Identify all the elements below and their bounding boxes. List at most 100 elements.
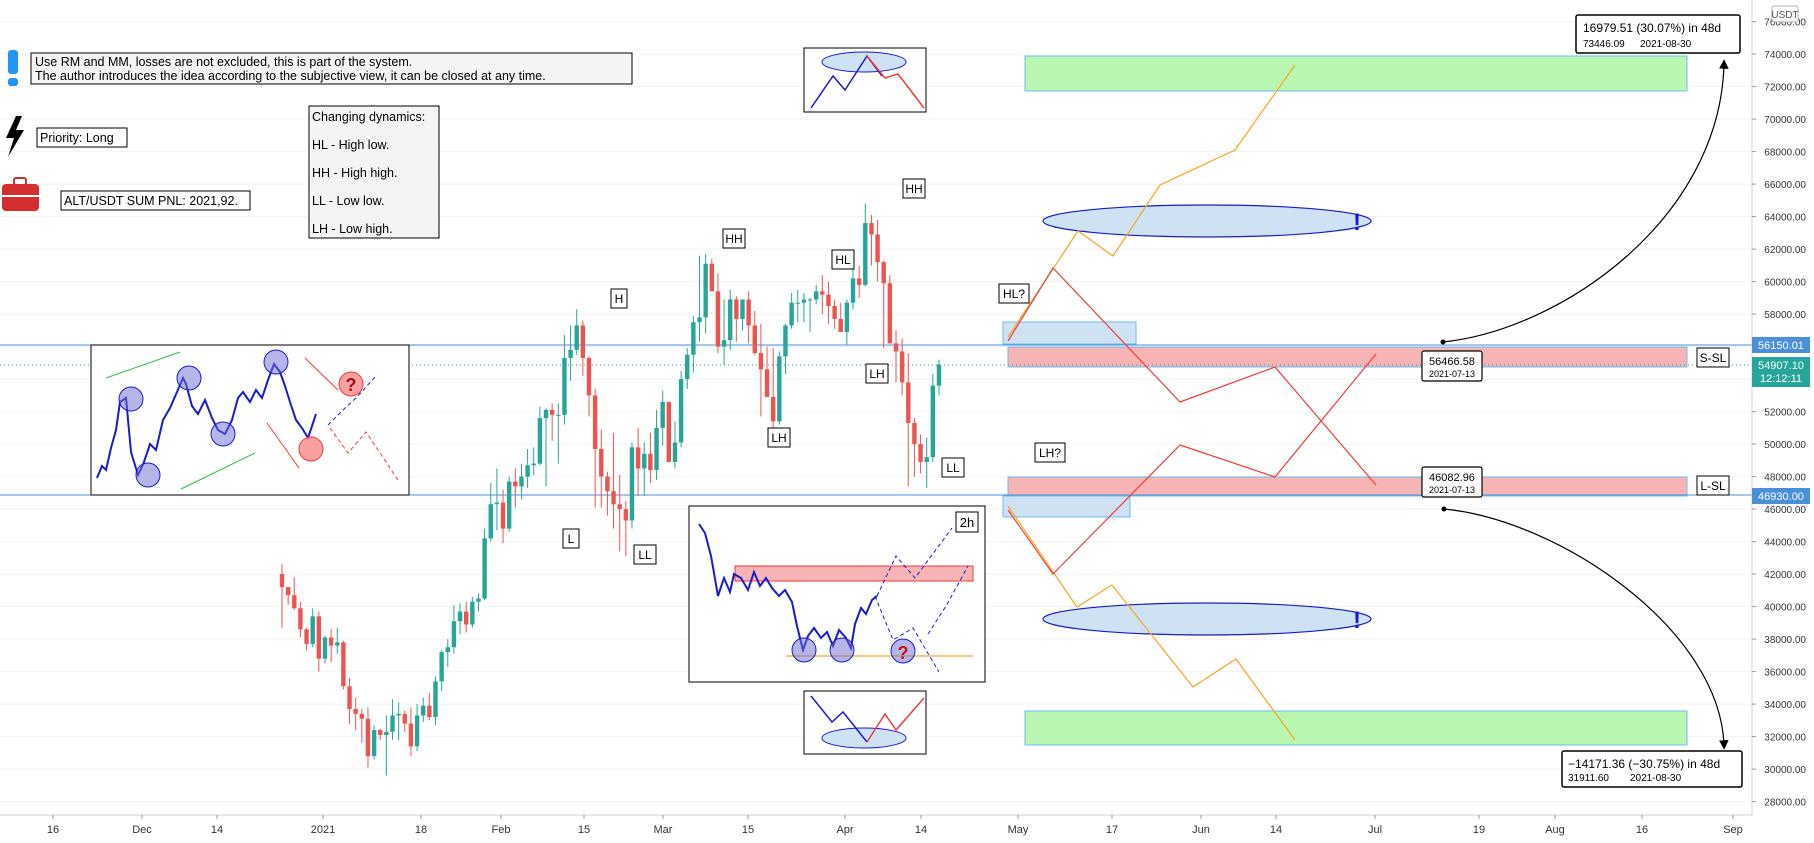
exclaim-bottom: ! [1353, 607, 1361, 634]
svg-text:Changing dynamics:: Changing dynamics: [312, 110, 425, 124]
priority-note: Priority: Long [36, 127, 128, 148]
candle-body [826, 294, 831, 306]
candle-body [899, 351, 905, 383]
candle-body [586, 357, 592, 396]
candle-body [777, 356, 782, 422]
candle-body [592, 395, 598, 449]
price-tick-label: 46000.00 [1764, 505, 1806, 516]
green-target-zone-top [1024, 55, 1688, 92]
price-tick-label: 40000.00 [1764, 603, 1806, 614]
candle-body [568, 349, 573, 358]
svg-text:HL?: HL? [1003, 287, 1025, 301]
candle-body [279, 574, 285, 588]
schematic-box-left: ? [90, 344, 410, 496]
candle-body [648, 453, 653, 471]
candle-body [924, 457, 929, 462]
candle-body [881, 262, 886, 284]
candle-body [298, 608, 303, 630]
candle-body [328, 637, 334, 646]
svg-text:46930.00: 46930.00 [1758, 491, 1804, 503]
time-tick-label: Dec [132, 824, 152, 836]
candle-body [838, 318, 843, 332]
price-tick-label: 50000.00 [1764, 440, 1806, 451]
candle-body [893, 343, 899, 352]
candle-body [525, 465, 530, 477]
candle-body [335, 642, 340, 646]
svg-text:L-SL: L-SL [1700, 479, 1726, 493]
candle-body [556, 414, 561, 416]
candle-body [856, 278, 862, 285]
candle-body [322, 637, 328, 659]
candle-body [439, 652, 444, 682]
svg-text:ALT/USDT SUM PNL: 2021,92.: ALT/USDT SUM PNL: 2021,92. [64, 194, 238, 208]
candle-body [642, 453, 647, 469]
time-tick-label: 15 [578, 824, 590, 836]
currency-label: USDT [1771, 5, 1799, 23]
candle-body [623, 509, 629, 521]
price-tick-label: 72000.00 [1764, 83, 1806, 94]
time-tick-label: Jul [1368, 824, 1382, 836]
candle-body [580, 325, 586, 358]
candle-body [378, 730, 383, 735]
candle-body [906, 382, 911, 423]
candle-body [850, 278, 856, 303]
svg-text:HH: HH [905, 182, 922, 196]
measure-box-bottom: −14171.36 (−30.75%) in 48d 31911.60 2021… [1561, 750, 1743, 788]
candle-body [513, 481, 518, 487]
candle-body [476, 598, 481, 602]
svg-text:31911.60: 31911.60 [1568, 773, 1609, 784]
structure-label: LH? [1034, 442, 1066, 463]
candle-body [341, 642, 346, 687]
candle-body [365, 718, 371, 757]
time-tick-label: Apr [836, 824, 853, 836]
measure-box-top: 16979.51 (30.07%) in 48d 73446.09 2021-0… [1575, 14, 1741, 54]
candle-body [654, 427, 659, 471]
candle-body [758, 353, 764, 370]
candle-body [771, 396, 776, 422]
blue-ellipse-top [1042, 204, 1372, 238]
price-tick-label: 44000.00 [1764, 538, 1806, 549]
candle-body [832, 305, 837, 319]
candle-body [414, 715, 420, 747]
candle-body [310, 616, 315, 644]
blue-entry-zone-bottom [1002, 495, 1131, 518]
candle-body [617, 504, 622, 510]
svg-text:LH - Low high.: LH - Low high. [312, 222, 393, 236]
candle-body [709, 263, 714, 292]
price-badge-56150: 56150.01 [1752, 337, 1810, 353]
candle-body [918, 444, 923, 462]
candle-body [660, 401, 665, 428]
candle-body [390, 715, 395, 732]
price-tick-label: 28000.00 [1764, 798, 1806, 809]
time-axis-ticks: 16 Dec 14 2021 18 Feb 15 Mar 15 Apr 14 May 17 Jun 14 Ju… [47, 815, 1743, 836]
info-note: Use RM and MM, losses are not excluded, … [30, 52, 633, 85]
candle-body [764, 369, 770, 397]
svg-text:Use RM and MM, losses are not: Use RM and MM, losses are not excluded, … [35, 55, 412, 69]
long-stop-zone [1007, 476, 1688, 497]
price-axis [1752, 0, 1814, 843]
price-badge-46930: 46930.00 [1752, 488, 1810, 504]
candle-body [721, 340, 727, 347]
svg-text:16979.51 (30.07%) in 48d: 16979.51 (30.07%) in 48d [1583, 21, 1721, 35]
candle-body [863, 223, 868, 285]
candle-body [488, 504, 493, 539]
structure-label: LL [633, 544, 657, 565]
candle-body [470, 601, 475, 625]
time-tick-label: 17 [1106, 824, 1118, 836]
candle-body [371, 730, 377, 757]
price-tick-label: 48000.00 [1764, 473, 1806, 484]
svg-text:73446.09: 73446.09 [1583, 39, 1625, 50]
exclaim-top: ! [1353, 209, 1361, 236]
price-tick-label: 38000.00 [1764, 635, 1806, 646]
time-tick-label: 14 [915, 824, 927, 836]
time-tick-label: Sep [1723, 824, 1743, 836]
structure-label: LL [941, 457, 965, 478]
structure-label: LH [865, 363, 889, 384]
candle-body [482, 538, 487, 599]
candle-body [445, 647, 450, 653]
svg-text:H: H [615, 292, 624, 306]
svg-text:−14171.36 (−30.75%) in 48d: −14171.36 (−30.75%) in 48d [1568, 757, 1720, 771]
time-tick-label: Mar [654, 824, 673, 836]
pnl-note: ALT/USDT SUM PNL: 2021,92. [60, 190, 251, 211]
